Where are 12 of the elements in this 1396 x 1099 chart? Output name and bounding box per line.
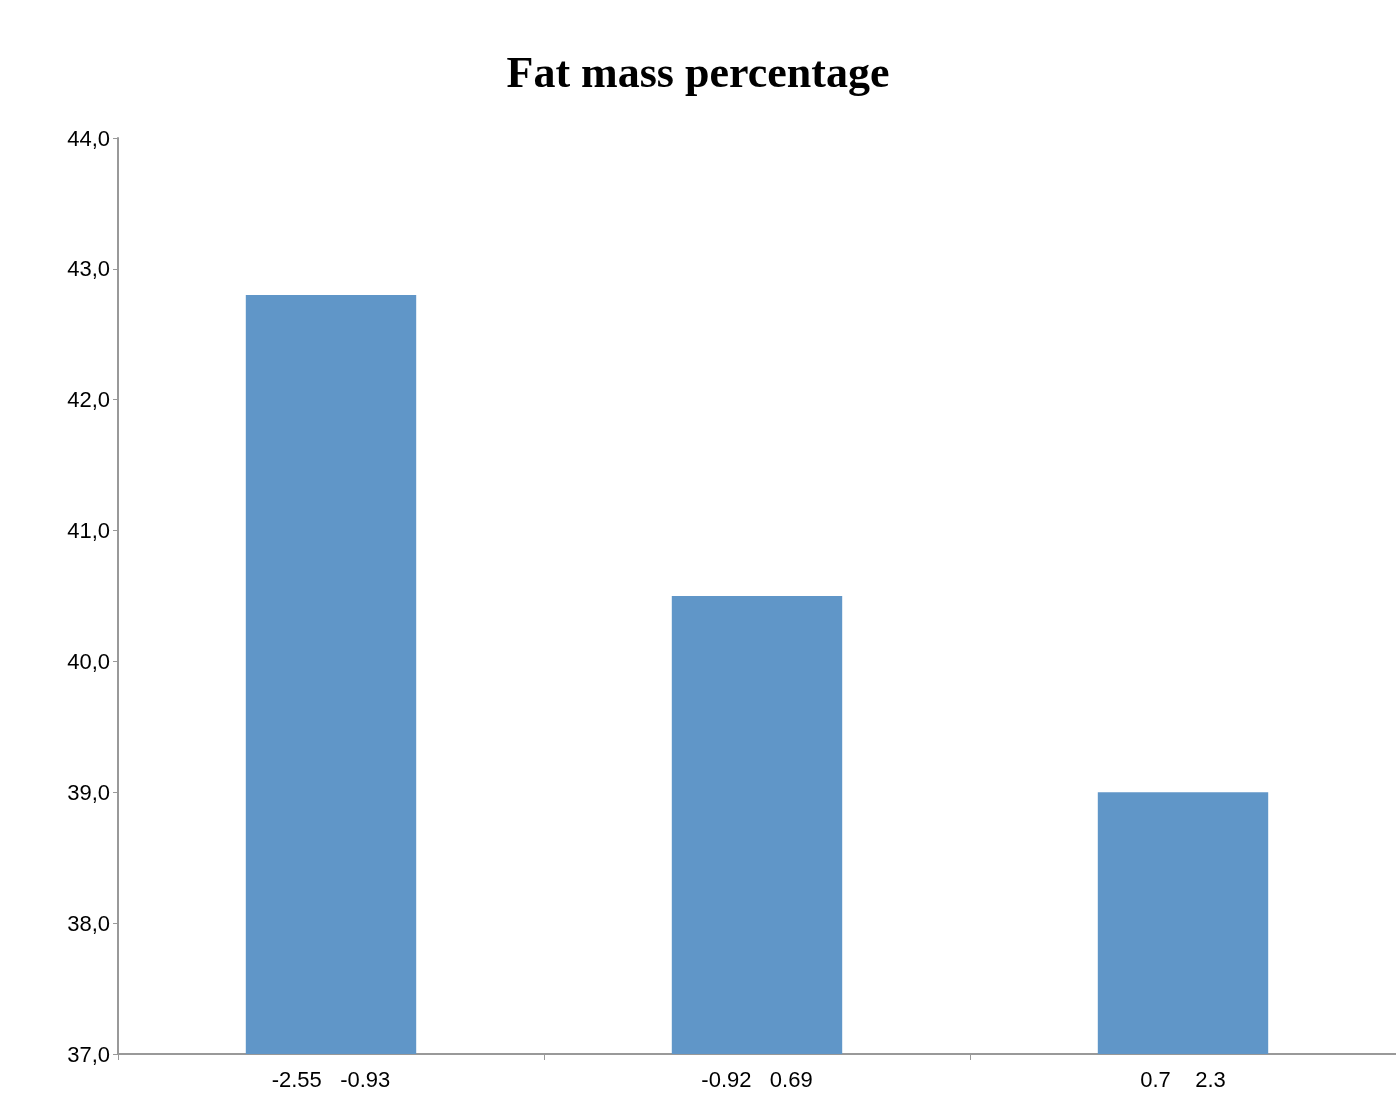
y-tick-label: 40,0 bbox=[67, 648, 110, 674]
y-tick-label: 38,0 bbox=[67, 910, 110, 936]
y-tick-label: 41,0 bbox=[67, 518, 110, 544]
x-tick-label: -0.92 0.69 bbox=[701, 1066, 813, 1092]
chart-title: Fat mass percentage bbox=[506, 47, 890, 97]
y-tick-label: 39,0 bbox=[67, 779, 110, 805]
y-tick-label: 44,0 bbox=[67, 125, 110, 151]
x-tick-label: 0.7 2.3 bbox=[1140, 1066, 1226, 1092]
x-tick-label: -2.55 -0.93 bbox=[271, 1066, 391, 1092]
y-tick-label: 37,0 bbox=[67, 1041, 110, 1067]
y-tick-label: 42,0 bbox=[67, 387, 110, 413]
y-tick-label: 43,0 bbox=[67, 256, 110, 282]
